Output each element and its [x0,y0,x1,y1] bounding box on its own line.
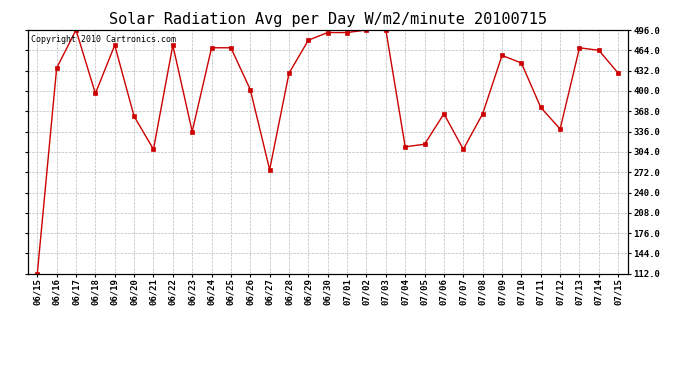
Text: Copyright 2010 Cartronics.com: Copyright 2010 Cartronics.com [30,35,175,44]
Title: Solar Radiation Avg per Day W/m2/minute 20100715: Solar Radiation Avg per Day W/m2/minute … [109,12,546,27]
